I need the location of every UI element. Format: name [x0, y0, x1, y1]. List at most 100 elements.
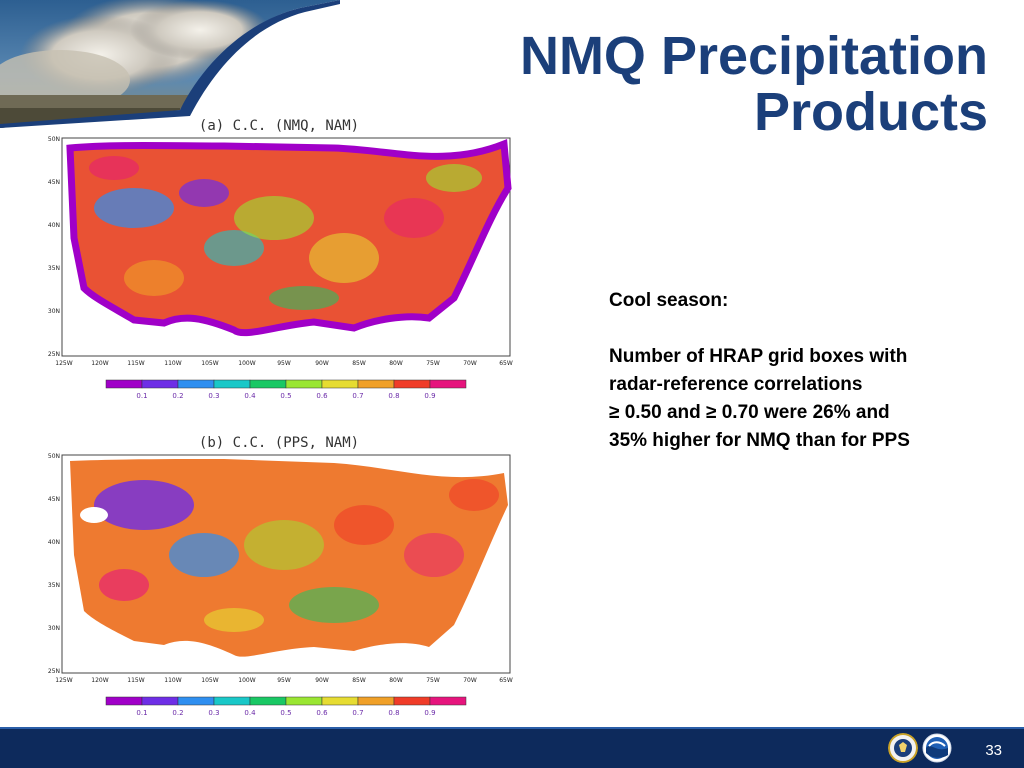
slide-title: NMQ Precipitation Products	[520, 28, 988, 140]
map-b-lat-labels: 50N 45N 40N 35N 30N 25N	[48, 453, 60, 675]
map-b-colorbar-label: 0.8	[388, 709, 399, 717]
map-a-lat-label: 30N	[48, 308, 60, 315]
map-b-title: (b) C.C. (PPS, NAM)	[199, 435, 359, 451]
correlation-map-b-svg: (b) C.C. (PPS, NAM) 50N 45N 40N 35N 30N …	[48, 435, 513, 717]
map-b-colorbar	[105, 696, 467, 706]
map-b-lon-label: 95W	[277, 677, 291, 684]
map-a-lon-label: 120W	[91, 360, 108, 367]
map-a-lat-label: 45N	[48, 179, 60, 186]
colorbar-segment	[321, 379, 359, 389]
colorbar-segment	[213, 379, 251, 389]
map-b-lat-label: 45N	[48, 496, 60, 503]
map-b-lon-label: 120W	[91, 677, 108, 684]
colorbar-segment	[429, 696, 467, 706]
map-a-lat-label: 50N	[48, 136, 60, 143]
colorbar-segment	[249, 696, 287, 706]
colorbar-segment	[393, 696, 431, 706]
map-b-colorbar-label: 0.2	[172, 709, 183, 717]
map-b-lon-label: 125W	[55, 677, 72, 684]
map-a-lon-labels: 125W 120W 115W 110W 105W 100W 95W 90W 85…	[55, 360, 513, 367]
colorbar-segment	[393, 379, 431, 389]
department-of-commerce-seal-icon	[888, 733, 918, 763]
map-b-colorbar-label: 0.4	[244, 709, 256, 717]
colorbar-segment	[429, 379, 467, 389]
map-a-lon-label: 100W	[238, 360, 255, 367]
body-line: radar-reference correlations	[609, 374, 863, 395]
colorbar-segment	[141, 379, 179, 389]
map-a-colorbar-label: 0.6	[316, 392, 328, 400]
colorbar-segment	[105, 379, 143, 389]
map-b-lon-label: 75W	[426, 677, 440, 684]
slide-title-line1: NMQ Precipitation	[519, 26, 988, 86]
map-b-colorbar-label: 0.7	[352, 709, 363, 717]
body-line: Number of HRAP grid boxes with	[609, 346, 908, 367]
map-a-title: (a) C.C. (NMQ, NAM)	[199, 118, 359, 134]
map-b-lon-label: 110W	[164, 677, 181, 684]
map-a-colorbar-label: 0.4	[244, 392, 256, 400]
map-a-colorbar	[105, 379, 467, 389]
map-a-colorbar-label: 0.1	[136, 392, 147, 400]
colorbar-segment	[357, 696, 395, 706]
storm-cloud-photo	[0, 0, 340, 128]
map-a-lon-label: 95W	[277, 360, 291, 367]
map-a-lon-label: 115W	[127, 360, 144, 367]
map-a-lat-label: 40N	[48, 222, 60, 229]
colorbar-segment	[285, 379, 323, 389]
colorbar-segment	[177, 379, 215, 389]
slide-body-text: Cool season: Number of HRAP grid boxes w…	[609, 287, 999, 455]
map-b-field	[70, 459, 508, 657]
map-b-colorbar-labels: 0.1 0.2 0.3 0.4 0.5 0.6 0.7 0.8 0.9	[136, 709, 435, 717]
correlation-map-a-svg: (a) C.C. (NMQ, NAM) 50N 45N 40N 35N 30N …	[48, 118, 513, 400]
map-a-field	[66, 139, 512, 337]
slide-title-line2: Products	[753, 82, 988, 142]
colorbar-segment	[213, 696, 251, 706]
map-a-lon-label: 105W	[201, 360, 218, 367]
colorbar-segment	[249, 379, 287, 389]
map-b-lat-label: 25N	[48, 668, 60, 675]
map-b-lon-label: 90W	[315, 677, 329, 684]
map-b-lon-label: 100W	[238, 677, 255, 684]
colorbar-segment	[141, 696, 179, 706]
page-number: 33	[985, 742, 1002, 759]
body-spacer	[609, 315, 999, 343]
map-b-colorbar-label: 0.3	[208, 709, 219, 717]
map-a-colorbar-label: 0.2	[172, 392, 183, 400]
map-a-colorbar-label: 0.9	[424, 392, 435, 400]
map-a-lon-label: 85W	[352, 360, 366, 367]
footer-bar	[0, 727, 1024, 768]
colorbar-segment	[177, 696, 215, 706]
map-b-lon-label: 70W	[463, 677, 477, 684]
colorbar-segment	[357, 379, 395, 389]
map-b-lon-label: 65W	[499, 677, 513, 684]
map-b-colorbar-label: 0.5	[280, 709, 291, 717]
map-b-colorbar-label: 0.1	[136, 709, 147, 717]
map-a-lon-label: 75W	[426, 360, 440, 367]
map-a-lon-label: 80W	[389, 360, 403, 367]
map-b-lon-label: 115W	[127, 677, 144, 684]
noaa-logo-icon	[922, 733, 952, 763]
map-a-colorbar-label: 0.3	[208, 392, 219, 400]
body-heading: Cool season:	[609, 290, 729, 311]
map-a-lon-label: 125W	[55, 360, 72, 367]
map-a-colorbar-labels: 0.1 0.2 0.3 0.4 0.5 0.6 0.7 0.8 0.9	[136, 392, 435, 400]
map-b-lat-label: 50N	[48, 453, 60, 460]
colorbar-segment	[285, 696, 323, 706]
footer-accent-line	[0, 727, 1024, 729]
correlation-map-panel-a: (a) C.C. (NMQ, NAM) 50N 45N 40N 35N 30N …	[34, 108, 524, 408]
map-b-lon-labels: 125W 120W 115W 110W 105W 100W 95W 90W 85…	[55, 677, 513, 684]
map-b-colorbar-label: 0.9	[424, 709, 435, 717]
map-a-lon-label: 70W	[463, 360, 477, 367]
map-b-lon-label: 80W	[389, 677, 403, 684]
map-b-lat-label: 30N	[48, 625, 60, 632]
correlation-map-panel-b: (b) C.C. (PPS, NAM) 50N 45N 40N 35N 30N …	[34, 425, 524, 725]
map-a-lon-label: 65W	[499, 360, 513, 367]
colorbar-segment	[321, 696, 359, 706]
colorbar-segment	[105, 696, 143, 706]
map-a-lat-label: 25N	[48, 351, 60, 358]
map-a-colorbar-label: 0.5	[280, 392, 291, 400]
body-line: 35% higher for NMQ than for PPS	[609, 430, 910, 451]
map-a-lat-labels: 50N 45N 40N 35N 30N 25N	[48, 136, 60, 358]
map-a-lon-label: 90W	[315, 360, 329, 367]
map-b-lat-label: 35N	[48, 582, 60, 589]
map-b-lon-label: 85W	[352, 677, 366, 684]
